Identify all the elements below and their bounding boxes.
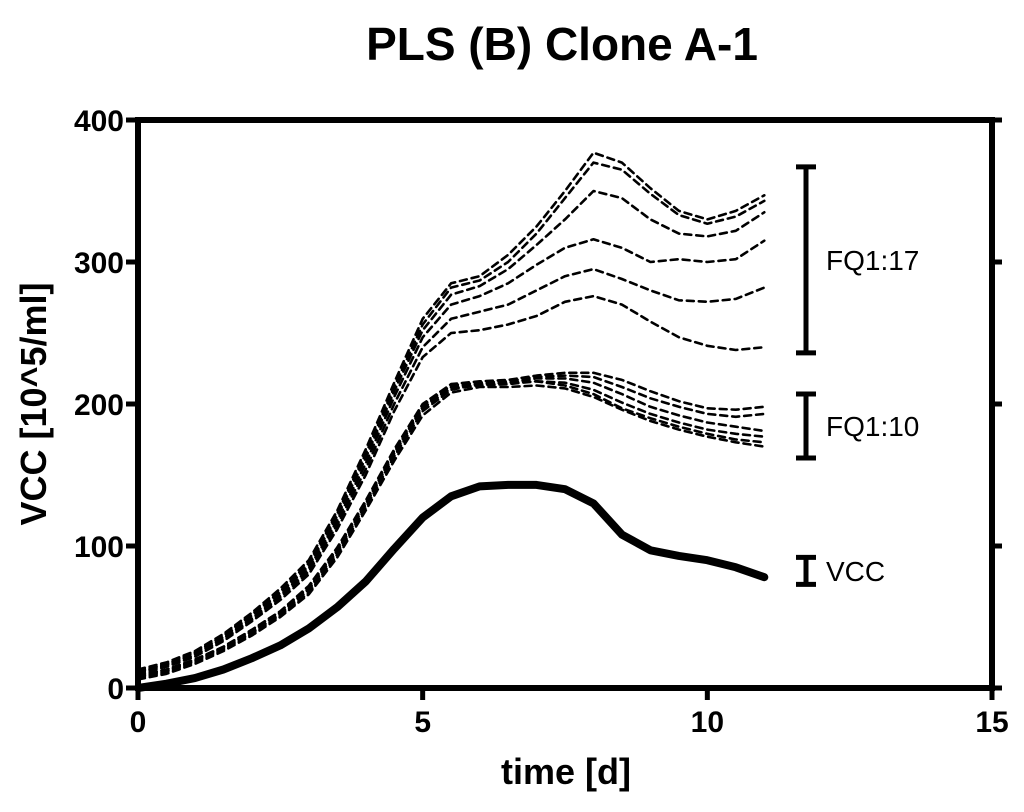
series-line-9	[136, 267, 766, 674]
y-axis-label: VCC [10^5/ml]	[13, 282, 54, 525]
series-line-11	[136, 189, 766, 673]
x-tick-label: 15	[975, 706, 1008, 739]
chart-title: PLS (B) Clone A-1	[366, 18, 758, 70]
range-label: VCC	[826, 556, 885, 587]
x-axis-label: time [d]	[501, 751, 631, 792]
range-label: FQ1:17	[826, 245, 919, 276]
range-label: FQ1:10	[826, 411, 919, 442]
series-line-10	[136, 238, 766, 674]
series-line-13	[136, 151, 766, 671]
x-tick-label: 5	[414, 706, 431, 739]
x-tick-label: 10	[691, 706, 724, 739]
x-tick-label: 0	[130, 706, 147, 739]
series-line-1	[134, 480, 769, 692]
y-tick-label: 400	[74, 105, 124, 138]
y-tick-label: 200	[74, 389, 124, 422]
series-line-12	[136, 161, 766, 673]
y-tick-label: 0	[107, 673, 124, 706]
y-tick-label: 100	[74, 531, 124, 564]
series-line-8	[136, 294, 766, 676]
series-group	[134, 151, 769, 692]
series-line-7	[136, 371, 766, 677]
axis-ticks: 0 5 10 15 0 100 200 300 400	[74, 105, 1009, 739]
y-tick-label: 300	[74, 247, 124, 280]
range-annotations: FQ1:17 FQ1:10 VCC	[796, 164, 919, 587]
